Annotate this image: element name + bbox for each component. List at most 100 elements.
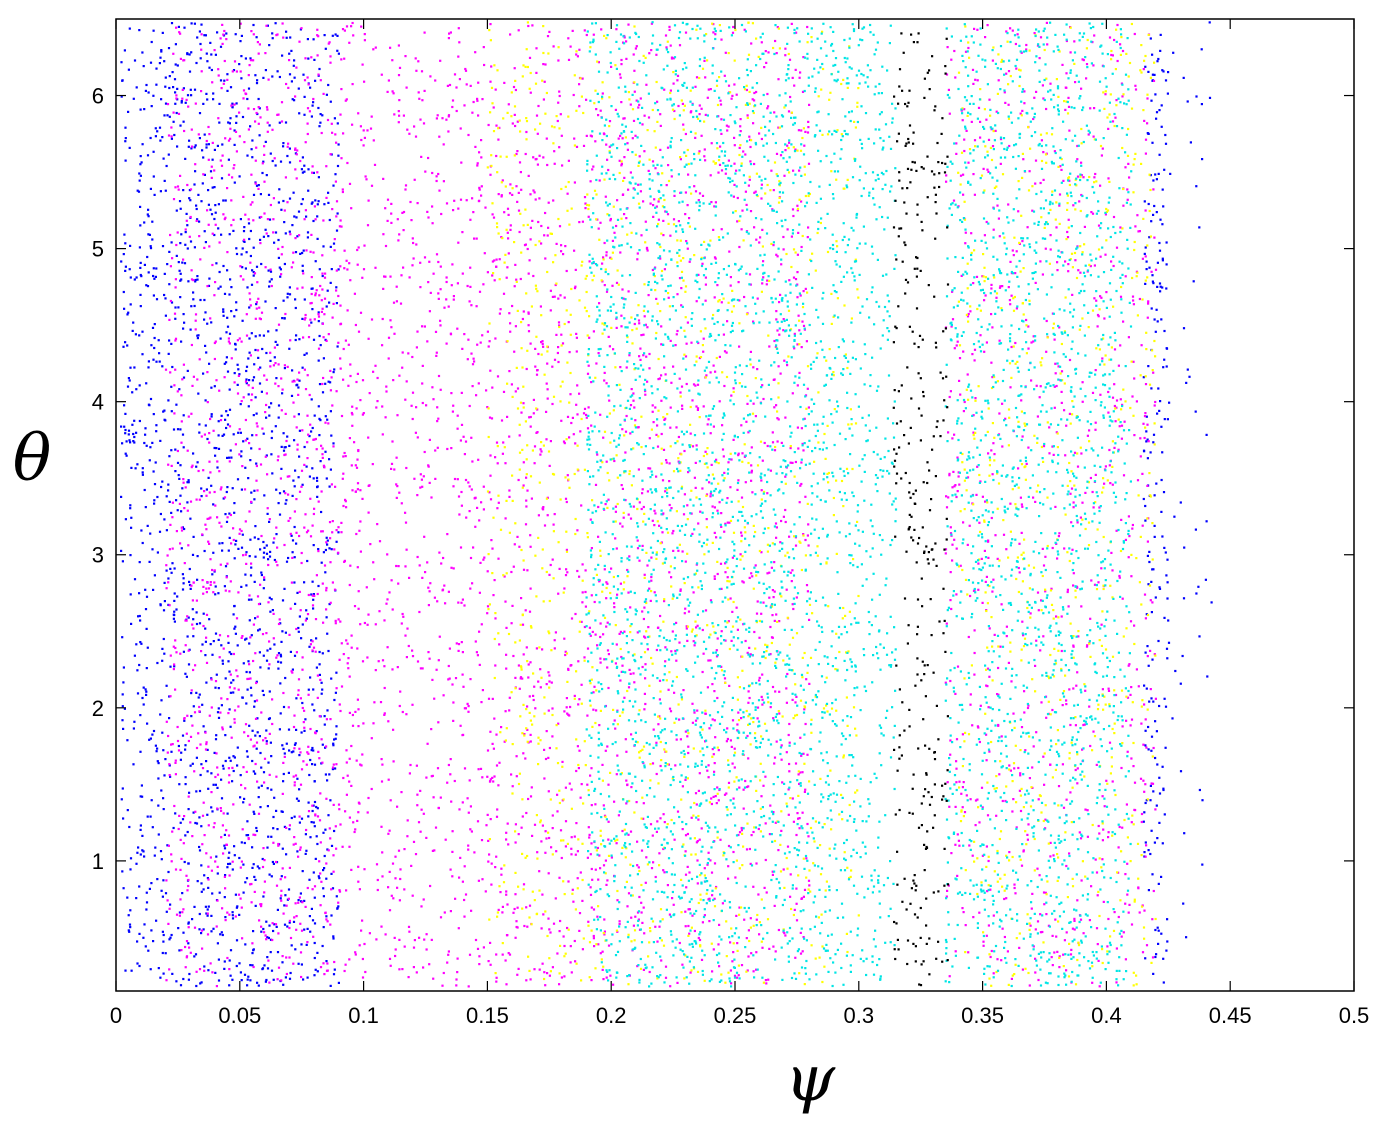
point	[401, 612, 404, 616]
point	[599, 635, 602, 639]
point	[294, 147, 297, 150]
point	[295, 66, 298, 69]
point	[684, 730, 687, 733]
point	[512, 85, 516, 89]
point	[229, 949, 233, 952]
point	[267, 235, 270, 238]
point	[228, 874, 231, 877]
point	[317, 200, 320, 203]
point	[287, 897, 290, 900]
point	[314, 218, 317, 221]
point	[1152, 790, 1155, 793]
point	[497, 138, 500, 141]
point	[216, 899, 219, 902]
point	[479, 341, 482, 344]
point	[492, 747, 495, 750]
point	[1158, 821, 1161, 824]
point	[325, 960, 328, 963]
point	[162, 933, 165, 937]
point	[640, 911, 643, 914]
point	[1163, 616, 1166, 619]
point	[207, 787, 210, 790]
point	[201, 533, 204, 536]
point	[191, 835, 194, 838]
point	[285, 956, 288, 959]
point	[629, 517, 633, 520]
point	[304, 388, 308, 391]
point	[303, 368, 306, 371]
point	[601, 92, 604, 95]
point	[549, 563, 552, 567]
point	[615, 224, 618, 228]
point	[260, 930, 263, 933]
point	[173, 78, 177, 81]
point	[684, 873, 688, 876]
point	[139, 853, 142, 856]
point	[1162, 957, 1165, 960]
point	[439, 265, 442, 268]
point	[120, 425, 123, 428]
point	[187, 415, 190, 418]
point	[412, 257, 415, 260]
point	[309, 423, 312, 426]
point	[298, 821, 301, 824]
point	[1151, 658, 1154, 661]
point	[1154, 928, 1157, 932]
point	[197, 133, 200, 136]
point	[214, 53, 217, 56]
point	[320, 880, 323, 883]
point	[581, 563, 584, 566]
point	[529, 342, 532, 345]
point	[632, 53, 635, 56]
point	[301, 429, 304, 432]
point	[537, 220, 540, 224]
point	[607, 653, 610, 656]
point	[334, 485, 337, 488]
point	[215, 985, 218, 988]
point	[356, 819, 359, 822]
point	[226, 423, 230, 426]
point	[310, 115, 313, 118]
point	[249, 964, 252, 967]
point	[559, 113, 562, 116]
point	[766, 444, 769, 448]
point	[750, 479, 753, 482]
point	[1150, 220, 1153, 223]
point	[274, 340, 277, 343]
point	[700, 958, 704, 961]
point	[579, 871, 582, 874]
point	[311, 804, 314, 807]
point	[224, 874, 227, 877]
point	[437, 417, 440, 420]
point	[798, 827, 801, 830]
point	[328, 773, 331, 776]
point	[467, 133, 470, 137]
point	[279, 655, 283, 658]
point	[211, 892, 214, 895]
point	[293, 743, 297, 746]
point	[202, 801, 205, 804]
point	[266, 967, 270, 970]
point	[187, 649, 190, 652]
point	[507, 843, 510, 846]
point	[713, 205, 716, 208]
point	[723, 677, 727, 680]
point	[260, 925, 263, 928]
point	[655, 772, 658, 776]
point	[301, 701, 304, 705]
point	[209, 208, 212, 211]
point	[186, 449, 189, 452]
point	[771, 870, 774, 873]
point	[427, 651, 430, 654]
point	[233, 103, 236, 106]
point	[257, 796, 260, 799]
point	[232, 691, 235, 694]
point	[253, 812, 256, 815]
point	[296, 235, 299, 238]
point	[697, 522, 700, 525]
point	[334, 767, 337, 770]
point	[220, 233, 223, 236]
point	[626, 142, 629, 145]
point	[323, 466, 326, 469]
point	[531, 834, 534, 837]
